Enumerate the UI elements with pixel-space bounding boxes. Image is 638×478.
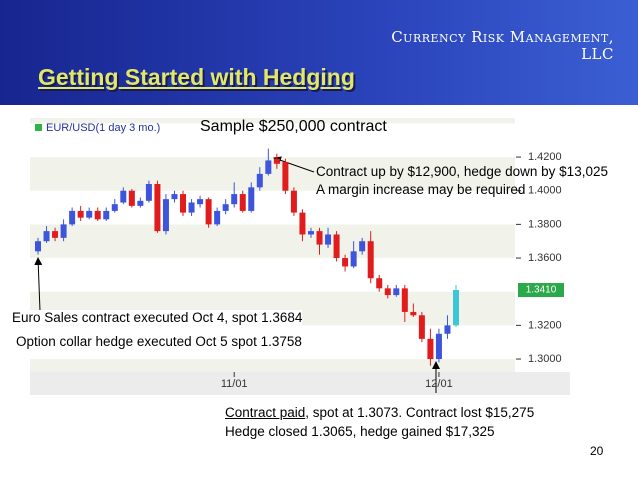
y-tick-label: 1.3000 bbox=[528, 353, 562, 365]
candle-body bbox=[248, 187, 255, 211]
candle-body bbox=[77, 210, 84, 218]
candle-body bbox=[162, 199, 169, 232]
x-tick-label: 12/01 bbox=[425, 378, 453, 390]
candle-body bbox=[60, 224, 67, 238]
company-name: LLC bbox=[581, 45, 614, 63]
legend-label: EUR/USD(1 day 3 mo.) bbox=[46, 122, 160, 134]
candle-body bbox=[145, 183, 152, 201]
slide-title: Getting Started with Hedging bbox=[38, 64, 355, 90]
candle-body bbox=[231, 194, 238, 205]
candle-body bbox=[111, 204, 118, 211]
candle-body bbox=[120, 190, 127, 203]
candle-body bbox=[171, 194, 178, 200]
x-axis-strip bbox=[30, 372, 570, 395]
page-number: 20 bbox=[590, 444, 604, 458]
candle-body bbox=[43, 231, 50, 242]
background-band bbox=[30, 118, 515, 124]
candle-body bbox=[342, 258, 349, 267]
header-band bbox=[0, 0, 638, 105]
candle-body bbox=[350, 251, 357, 267]
candle-body bbox=[453, 290, 459, 326]
legend-swatch bbox=[35, 124, 42, 131]
candle-body bbox=[86, 210, 93, 218]
candle-body bbox=[256, 173, 263, 188]
arrow bbox=[34, 257, 43, 312]
candle-body bbox=[52, 231, 59, 238]
company-name: Currency Risk Management, bbox=[391, 28, 614, 46]
candle-body bbox=[299, 212, 306, 235]
y-tick-label: 1.4200 bbox=[528, 151, 562, 163]
link-text: Contract paid bbox=[225, 405, 306, 420]
candle-body bbox=[214, 210, 221, 225]
candle-body bbox=[393, 288, 400, 296]
candle-body bbox=[410, 311, 417, 316]
y-tick-label: 1.3200 bbox=[528, 319, 562, 331]
candle-body bbox=[401, 288, 408, 312]
y-tick-label: 1.4000 bbox=[528, 185, 562, 197]
candle-body bbox=[205, 199, 212, 225]
candle-body bbox=[94, 210, 101, 220]
price-marker bbox=[518, 283, 564, 298]
x-tick-label: 11/01 bbox=[221, 378, 248, 390]
candle-body bbox=[282, 162, 289, 191]
y-tick-label: 1.3600 bbox=[528, 252, 562, 264]
annotation: Option collar hedge executed Oct 5 spot … bbox=[16, 334, 302, 349]
candle-body bbox=[35, 241, 41, 252]
candle-body bbox=[265, 160, 272, 174]
candle-body bbox=[307, 231, 314, 235]
candle-body bbox=[180, 194, 187, 213]
candle-body bbox=[154, 183, 161, 232]
arrow bbox=[273, 156, 315, 173]
annotation: Contract up by $12,900, hedge down by $1… bbox=[316, 164, 608, 179]
annotation: Sample $250,000 contract bbox=[200, 118, 387, 135]
candle-body bbox=[273, 158, 280, 164]
candle-body bbox=[137, 200, 144, 206]
candle-body bbox=[435, 333, 442, 360]
candle-body bbox=[325, 234, 332, 245]
background-band bbox=[30, 224, 515, 259]
annotation: Euro Sales contract executed Oct 4, spot… bbox=[12, 310, 303, 325]
candle-body bbox=[128, 190, 135, 206]
candle-body bbox=[367, 241, 374, 279]
candle-body bbox=[333, 234, 340, 259]
candle-body bbox=[103, 210, 110, 220]
candle-body bbox=[316, 231, 323, 245]
background-band bbox=[30, 157, 515, 191]
background-band bbox=[30, 359, 515, 372]
candle-body bbox=[188, 202, 195, 213]
annotation: Contract paid, spot at 1.3073. Contract … bbox=[225, 405, 534, 420]
annotation: A margin increase may be required bbox=[316, 182, 526, 197]
candle-body bbox=[290, 190, 297, 213]
candle-body bbox=[222, 204, 229, 211]
candle-body bbox=[359, 241, 366, 252]
candle-body bbox=[444, 325, 451, 334]
annotation-text: , spot at 1.3073. Contract lost $15,275 bbox=[305, 405, 535, 420]
candle-body bbox=[197, 199, 204, 205]
candle-body bbox=[418, 315, 425, 339]
candle-body bbox=[69, 210, 76, 225]
candle-body bbox=[427, 338, 434, 360]
y-tick-label: 1.3800 bbox=[528, 218, 562, 230]
price-marker-label: 1.3410 bbox=[526, 285, 557, 296]
annotation: Hedge closed 1.3065, hedge gained $17,32… bbox=[225, 424, 495, 439]
candle-body bbox=[376, 278, 383, 289]
candle-body bbox=[384, 288, 391, 296]
candle-body bbox=[239, 194, 246, 211]
